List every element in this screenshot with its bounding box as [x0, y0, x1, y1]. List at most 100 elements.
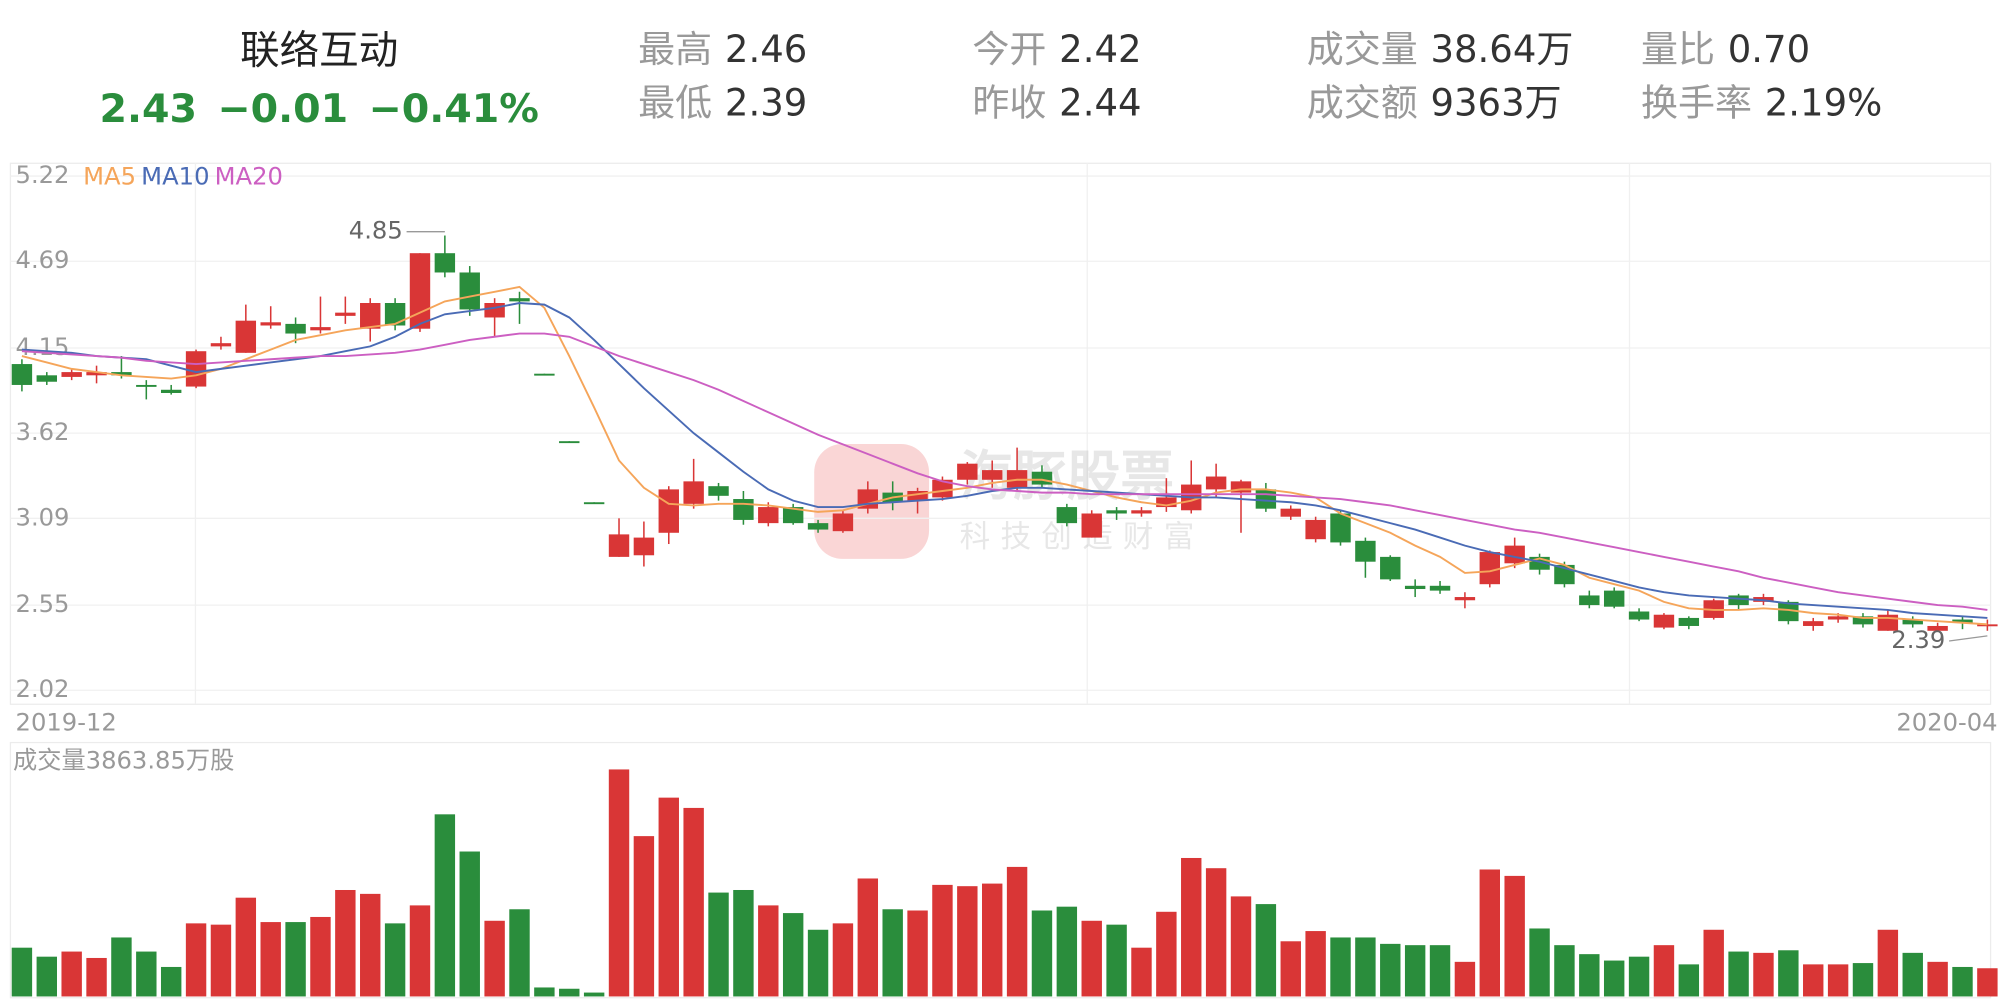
volume-bar [1181, 857, 1202, 997]
stat: 今开 2.42 [972, 28, 1141, 71]
volume-bar [1156, 911, 1177, 997]
candle-body [1156, 497, 1177, 508]
volume-bar [633, 836, 655, 997]
y-tick-label: 3.62 [16, 417, 70, 446]
volume-bar [409, 905, 431, 997]
volume-bar [658, 797, 679, 997]
volume-bar [360, 893, 381, 997]
volume-bar [1653, 945, 1675, 997]
candle-body [111, 372, 132, 376]
candle-body [1852, 616, 1874, 625]
candle-body [1977, 624, 1998, 627]
candle-body [982, 470, 1003, 480]
volume-bar [1031, 910, 1053, 997]
volume-bar [11, 947, 33, 997]
volume-bar [285, 922, 306, 997]
volume-bar [185, 923, 207, 997]
candle-body [1778, 601, 1799, 622]
volume-bar [1678, 964, 1700, 997]
stock-name: 联络互动 [240, 28, 398, 74]
annotation: 4.85 [349, 216, 403, 245]
candle-body [1280, 508, 1301, 517]
volume-bar [1479, 869, 1500, 997]
volume-panel [9, 741, 1992, 999]
volume-bar [335, 889, 356, 997]
volume-bar [1529, 928, 1550, 997]
candle-body [1131, 510, 1152, 514]
volume-bar [1902, 952, 1923, 997]
volume-bar [1579, 954, 1600, 997]
volume-bar [459, 851, 480, 997]
candle-body [11, 364, 33, 385]
change-pct: −0.41% [369, 86, 539, 132]
candle-body [832, 513, 854, 532]
candle-body [1106, 510, 1127, 514]
volume-bar [832, 923, 854, 997]
stat-value: 9363万 [1430, 81, 1561, 124]
volume-bar [111, 937, 132, 997]
candle-body [708, 486, 729, 496]
candle-body [1031, 471, 1053, 485]
candle-body [185, 351, 207, 387]
stat: 最低 2.39 [638, 81, 807, 124]
volume-bar [932, 884, 953, 997]
candle-body [384, 303, 406, 326]
stat-label: 成交额 [1307, 81, 1418, 124]
volume-bar [1106, 924, 1127, 997]
volume-bar [1230, 896, 1252, 997]
volume-bar [782, 913, 804, 997]
ma-line [21, 332, 1988, 611]
candle-body [1504, 545, 1525, 564]
candle-body [683, 481, 704, 504]
candle-body [1330, 513, 1351, 543]
volume-bar [1803, 964, 1824, 997]
candle-body [583, 502, 605, 505]
volume-bar [1628, 956, 1650, 997]
candle-body [932, 479, 953, 498]
volume-bar [1778, 950, 1799, 997]
volume-bar [758, 905, 779, 997]
stat-label: 换手率 [1641, 81, 1752, 124]
volume-bar [1753, 952, 1774, 997]
volume-bar [1131, 947, 1152, 997]
stat-value: 2.39 [725, 81, 807, 124]
stat-label: 今开 [972, 28, 1046, 71]
volume-bar [1330, 937, 1351, 997]
volume-label: 成交量3863.85万股 [13, 746, 234, 775]
volume-bar [61, 951, 82, 997]
stat-label: 最低 [638, 81, 712, 124]
candle-body [1653, 614, 1675, 628]
volume-bar [1355, 937, 1376, 997]
stat-value: 2.19% [1765, 81, 1883, 124]
candle-body [1230, 481, 1252, 493]
candle-body [360, 303, 381, 329]
volume-bar [882, 909, 903, 997]
watermark: 海豚股票 科技创造财富 [814, 444, 1194, 559]
volume-bar [1454, 961, 1476, 997]
volume-bar [1927, 961, 1948, 997]
volume-bar [1255, 904, 1277, 997]
volume-bar [907, 910, 928, 997]
y-tick-label: 2.02 [16, 674, 70, 703]
volume-bar [1952, 966, 1973, 997]
volume-bar [86, 957, 107, 997]
candle-body [210, 343, 232, 347]
y-tick-label: 4.69 [16, 245, 70, 274]
volume-bar [857, 878, 879, 997]
candle-body [1952, 619, 1973, 623]
candle-body [86, 372, 107, 376]
x-tick-label: 2020-04 [1896, 707, 1997, 736]
candle-body [1827, 616, 1849, 620]
volume-bar [1728, 951, 1749, 997]
candle-body [484, 303, 505, 318]
volume-bar [1305, 931, 1326, 997]
annotation: 2.39 [1891, 625, 1945, 654]
candle-body [1927, 625, 1948, 631]
volume-bar [1827, 964, 1849, 997]
stat: 成交额 9363万 [1307, 81, 1562, 124]
candle-body [285, 323, 306, 334]
volume-bar [957, 886, 978, 997]
volume-bar [1977, 968, 1998, 997]
